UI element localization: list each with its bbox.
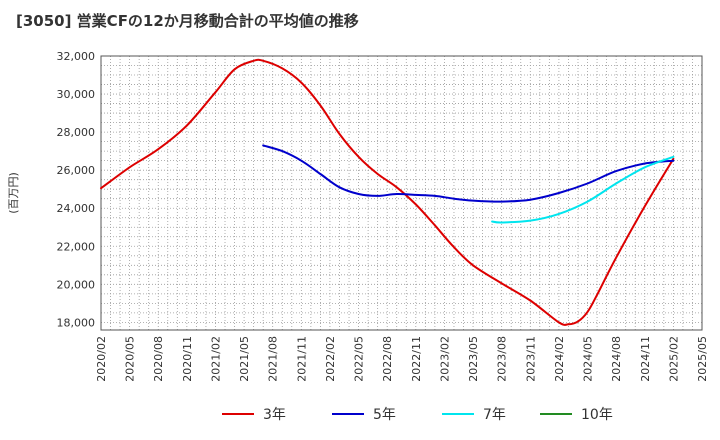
- y-tick-label: 28,000: [57, 126, 96, 139]
- x-tick-label: 2023/02: [438, 336, 451, 382]
- x-tick-label: 2023/05: [467, 336, 480, 382]
- x-tick-label: 2022/02: [324, 336, 337, 382]
- y-axis-label: (百万円): [7, 172, 20, 214]
- x-tick-label: 2023/11: [524, 336, 537, 382]
- x-tick-label: 2021/08: [267, 336, 280, 382]
- series-line-2: [262, 144, 675, 203]
- legend-label-3: 7年: [483, 407, 506, 423]
- y-tick-label: 32,000: [57, 50, 96, 63]
- x-tick-label: 2021/05: [238, 336, 251, 382]
- chart-title: [3050] 営業CFの12か月移動合計の平均値の推移: [16, 12, 359, 30]
- y-tick-label: 22,000: [57, 240, 96, 253]
- grid-layer: [100, 55, 703, 330]
- x-tick-label: 2024/11: [639, 336, 652, 382]
- x-tick-label: 2021/11: [295, 336, 308, 382]
- axis-layer: 18,000 20,000 22,000 24,000 26,000 28,000 30,0…: [7, 50, 709, 382]
- series-layer: [100, 58, 675, 326]
- x-tick-label: 2025/02: [667, 336, 680, 382]
- series-line-3: [491, 155, 675, 224]
- x-tick-label: 2024/05: [582, 336, 595, 382]
- x-tick-label: 2025/05: [696, 336, 709, 382]
- x-tick-label: 2023/08: [496, 336, 509, 382]
- series-line-1: [100, 58, 675, 326]
- legend-label-4: 10年: [581, 407, 613, 423]
- x-tick-label: 2022/05: [353, 336, 366, 382]
- x-tick-label: 2024/02: [553, 336, 566, 382]
- x-tick-label: 2024/08: [610, 336, 623, 382]
- x-tick-label: 2022/11: [410, 336, 423, 382]
- legend-layer: 3年 5年 7年 10年: [222, 407, 613, 423]
- legend-label-1: 3年: [263, 407, 286, 423]
- y-tick-label: 30,000: [57, 88, 96, 101]
- x-tick-label: 2020/05: [124, 336, 137, 382]
- y-tick-label: 26,000: [57, 164, 96, 177]
- x-tick-label: 2021/02: [209, 336, 222, 382]
- x-tick-label: 2020/02: [95, 336, 108, 382]
- x-tick-label: 2022/08: [381, 336, 394, 382]
- x-tick-label: 2020/11: [181, 336, 194, 382]
- x-tick-label: 2020/08: [152, 336, 165, 382]
- legend-label-2: 5年: [373, 407, 396, 423]
- y-tick-label: 18,000: [57, 316, 96, 329]
- plot-frame: [100, 55, 703, 331]
- y-tick-label: 20,000: [57, 278, 96, 291]
- y-tick-label: 24,000: [57, 202, 96, 215]
